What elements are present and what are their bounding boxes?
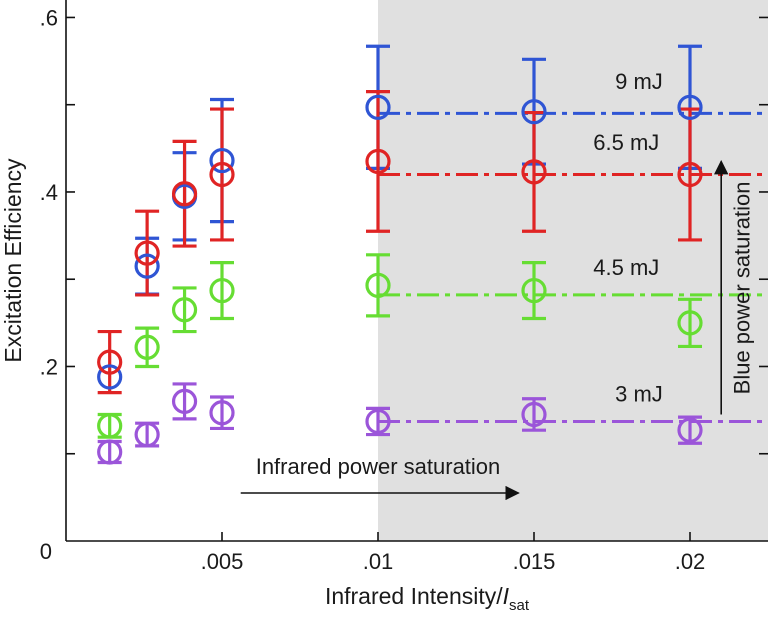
x-tick-label-0: 0 — [40, 539, 52, 564]
data-point-s2-p6 — [677, 310, 703, 336]
data-point-s0-p4 — [365, 94, 391, 120]
data-point-s2-p2 — [171, 297, 198, 323]
series-annotations: 9 mJ 6.5 mJ 4.5 mJ 3 mJ — [593, 69, 663, 406]
data-point-s1-p4 — [365, 148, 391, 175]
x-axis-title: Infrared Intensity/Isat — [325, 583, 530, 614]
series-label-1: 6.5 mJ — [593, 130, 659, 155]
data-point-s3-p5 — [521, 401, 547, 428]
data-point-s0-p0 — [97, 364, 123, 390]
series-label-0: 9 mJ — [615, 69, 663, 94]
x-axis-title-text: Infrared Intensity/ — [325, 583, 503, 609]
data-point-s2-p0 — [97, 413, 123, 439]
arrow-label-1: Blue power saturation — [729, 182, 754, 395]
data-point-s3-p3 — [209, 400, 235, 426]
data-point-s2-p1 — [134, 334, 160, 360]
data-point-s2-p4 — [365, 272, 391, 298]
series-label-3: 3 mJ — [615, 381, 663, 406]
data-point-s0-p3 — [209, 147, 235, 174]
data-point-s2-p5 — [521, 277, 547, 304]
x-axis-title-subscript: sat — [509, 597, 530, 614]
y-ticks: .2 .4 .6 — [40, 5, 768, 455]
y-tick-label-3: .4 — [40, 180, 58, 205]
shaded-saturation-region — [378, 0, 768, 541]
data-point-s1-p1 — [134, 240, 160, 266]
data-point-s3-p6 — [677, 417, 703, 443]
x-tick-label-3: .015 — [513, 549, 556, 574]
x-tick-label-2: .01 — [363, 549, 394, 574]
data-point-s1-p0 — [97, 349, 123, 375]
data-point-s0-p6 — [677, 94, 703, 120]
data-point-s1-p5 — [521, 159, 547, 185]
y-tick-label-1: .2 — [40, 354, 58, 379]
plateau-lines — [378, 111, 768, 423]
x-tick-label-1: .005 — [201, 549, 244, 574]
series-label-2: 4.5 mJ — [593, 255, 659, 280]
data-point-s3-p0 — [97, 439, 123, 465]
y-axis-title: Excitation Efficiency — [0, 158, 26, 363]
saturation-arrows: Infrared power saturation Blue power satu… — [240, 159, 754, 501]
data-point-s1-p2 — [171, 181, 198, 207]
x-tick-label-4: .02 — [675, 549, 706, 574]
y-tick-label-5: .6 — [40, 5, 58, 30]
data-point-s2-p3 — [209, 277, 235, 304]
data-point-s1-p3 — [209, 161, 235, 188]
data-point-s3-p1 — [134, 421, 160, 448]
data-markers — [97, 94, 703, 465]
data-point-s0-p5 — [521, 99, 547, 125]
arrow-label-0: Infrared power saturation — [256, 454, 501, 479]
data-point-s3-p2 — [171, 388, 198, 414]
data-point-s0-p1 — [134, 253, 160, 279]
x-axis-title-symbol: I — [503, 583, 510, 609]
x-ticks: 0 .005 .01 .015 .02 — [40, 532, 706, 574]
data-point-s3-p4 — [365, 408, 391, 435]
data-point-s1-p6 — [677, 161, 703, 188]
